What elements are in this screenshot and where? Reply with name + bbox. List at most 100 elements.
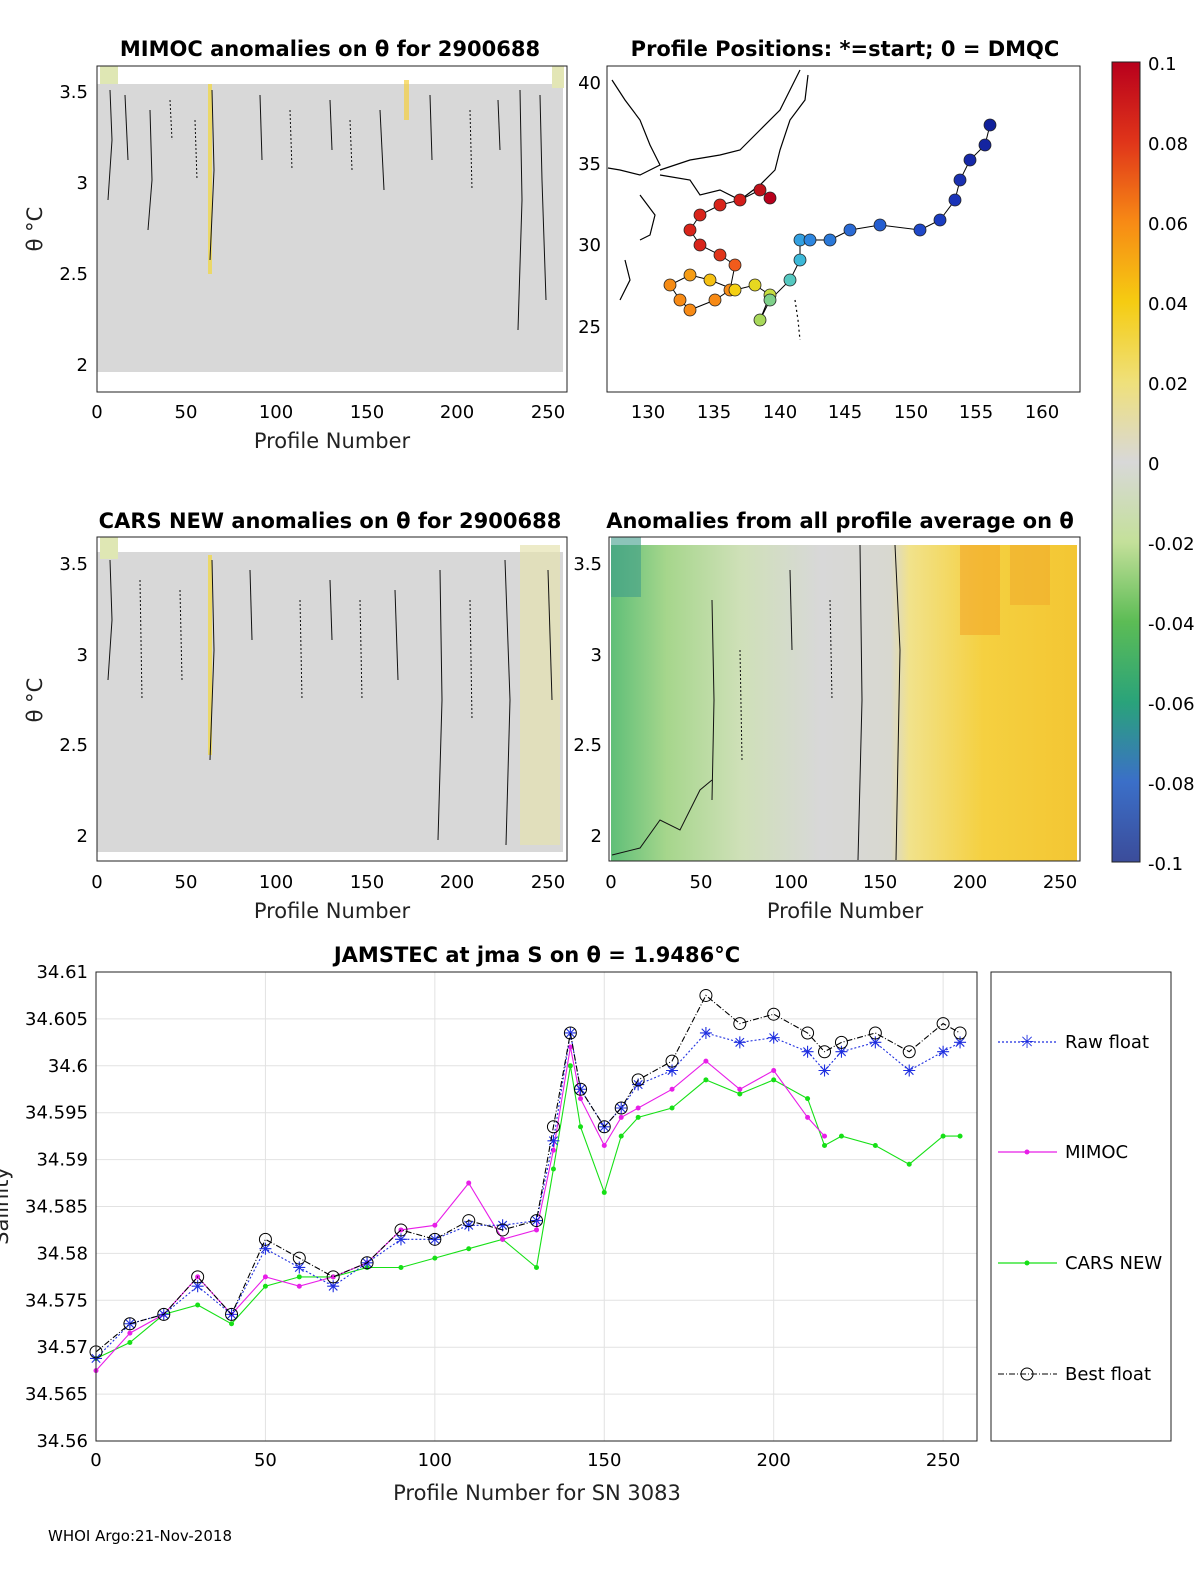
mimoc-title: MIMOC anomalies on θ for 2900688 bbox=[120, 37, 540, 61]
data-point bbox=[699, 1026, 712, 1039]
allavg-xlabel: Profile Number bbox=[767, 899, 924, 923]
data-point bbox=[937, 1045, 950, 1058]
x-tick: 0 bbox=[91, 402, 102, 423]
data-point bbox=[601, 1143, 607, 1149]
data-point bbox=[936, 1017, 950, 1031]
positions-xticks: 130 135 140 145 150 155 160 bbox=[631, 402, 1059, 423]
x-tick: 50 bbox=[175, 402, 198, 423]
x-tick: 155 bbox=[959, 402, 993, 423]
data-point bbox=[631, 1073, 645, 1087]
data-point bbox=[737, 1086, 743, 1092]
data-point bbox=[258, 1232, 272, 1246]
x-tick: 0 bbox=[91, 872, 102, 893]
cars-xticks: 0 50 100 150 200 250 bbox=[91, 872, 565, 893]
x-tick: 250 bbox=[531, 402, 565, 423]
data-point bbox=[953, 1026, 967, 1040]
cbar-tick: 0.04 bbox=[1148, 294, 1188, 315]
y-tick: 34.6 bbox=[48, 1056, 88, 1077]
allavg-anomaly-field bbox=[611, 545, 1077, 861]
data-point bbox=[496, 1219, 509, 1232]
data-point bbox=[618, 1114, 624, 1120]
data-point bbox=[259, 1242, 272, 1255]
cbar-tick: 0.08 bbox=[1148, 134, 1188, 155]
data-point bbox=[534, 1264, 539, 1270]
x-tick: 160 bbox=[1025, 402, 1059, 423]
data-point bbox=[822, 1133, 828, 1139]
data-point bbox=[635, 1105, 641, 1111]
data-point bbox=[818, 1045, 832, 1059]
data-point bbox=[462, 1214, 476, 1228]
chart-xlabel: Profile Number for SN 3083 bbox=[393, 1481, 681, 1505]
data-point bbox=[394, 1223, 408, 1237]
mimoc-xticks: 0 50 100 150 200 250 bbox=[91, 402, 565, 423]
chart-title: JAMSTEC at jma S on θ = 1.9486°C bbox=[332, 943, 740, 967]
cbar-tick: 0 bbox=[1148, 454, 1159, 475]
allavg-yticks: 3.5 3 2.5 2 bbox=[573, 554, 602, 847]
cars-ylabel: θ °C bbox=[23, 678, 47, 723]
cars-yticks: 3.5 3 2.5 2 bbox=[59, 554, 88, 847]
cars-panel: CARS NEW anomalies on θ for 2900688 0 50… bbox=[23, 509, 568, 923]
data-point bbox=[869, 1036, 882, 1049]
chart-xticks: 0 50 100 150 200 250 bbox=[90, 1450, 960, 1471]
allavg-xticks: 0 50 100 150 200 250 bbox=[605, 872, 1077, 893]
data-point bbox=[123, 1317, 137, 1331]
data-point bbox=[574, 1082, 588, 1096]
cbar-tick: -0.08 bbox=[1148, 774, 1195, 795]
data-point bbox=[902, 1045, 916, 1059]
y-tick: 40 bbox=[578, 73, 601, 94]
x-tick: 200 bbox=[440, 872, 474, 893]
allavg-panel: Anomalies from all profile average on θ … bbox=[573, 509, 1081, 923]
x-tick: 150 bbox=[350, 872, 384, 893]
y-tick: 3.5 bbox=[573, 554, 602, 575]
data-point bbox=[127, 1340, 133, 1346]
y-tick: 34.565 bbox=[25, 1384, 88, 1405]
data-point bbox=[733, 1017, 747, 1031]
data-point bbox=[534, 1227, 539, 1233]
data-point bbox=[597, 1120, 611, 1134]
data-point bbox=[360, 1256, 374, 1270]
x-tick: 200 bbox=[440, 402, 474, 423]
positions-title: Profile Positions: *=start; 0 = DMQC bbox=[631, 37, 1060, 61]
data-point bbox=[432, 1222, 438, 1228]
cbar-tick: 0.06 bbox=[1148, 214, 1188, 235]
x-tick: 100 bbox=[418, 1450, 452, 1471]
data-point bbox=[567, 1063, 573, 1069]
data-point bbox=[872, 1143, 878, 1149]
data-point bbox=[906, 1161, 912, 1167]
data-point bbox=[229, 1321, 235, 1327]
colorbar-gradient bbox=[1111, 61, 1141, 863]
data-point bbox=[903, 1064, 916, 1077]
allavg-contours bbox=[611, 544, 901, 861]
y-tick: 2 bbox=[77, 355, 88, 376]
data-point bbox=[699, 988, 713, 1002]
data-point bbox=[618, 1133, 624, 1139]
x-tick: 100 bbox=[259, 872, 293, 893]
series-best-float bbox=[89, 988, 967, 1359]
y-tick: 25 bbox=[578, 317, 601, 338]
series-line bbox=[95, 1046, 825, 1371]
data-point bbox=[195, 1302, 201, 1308]
data-point bbox=[225, 1307, 239, 1321]
data-point bbox=[614, 1101, 628, 1115]
y-tick: 34.595 bbox=[25, 1103, 88, 1124]
data-point bbox=[330, 1274, 336, 1280]
data-point bbox=[296, 1283, 302, 1289]
x-tick: 50 bbox=[175, 872, 198, 893]
y-tick: 34.58 bbox=[36, 1243, 88, 1264]
data-point bbox=[635, 1114, 641, 1120]
x-tick: 100 bbox=[259, 402, 293, 423]
cbar-tick: -0.1 bbox=[1148, 854, 1183, 875]
data-point bbox=[500, 1236, 506, 1242]
data-point bbox=[394, 1233, 407, 1246]
data-point bbox=[805, 1114, 811, 1120]
data-point bbox=[432, 1255, 438, 1261]
legend-cars-new: CARS NEW bbox=[998, 1253, 1162, 1274]
y-tick: 2.5 bbox=[573, 735, 602, 756]
data-point bbox=[530, 1214, 543, 1227]
y-tick: 34.56 bbox=[36, 1431, 88, 1452]
x-tick: 200 bbox=[953, 872, 987, 893]
y-tick: 34.575 bbox=[25, 1290, 88, 1311]
open-circle-marker-icon bbox=[1020, 1367, 1034, 1381]
mimoc-xlabel: Profile Number bbox=[254, 429, 411, 453]
salinity-chart: 0 50 100 150 200 250 34.6134.60534.634.59534.… bbox=[0, 943, 978, 1505]
